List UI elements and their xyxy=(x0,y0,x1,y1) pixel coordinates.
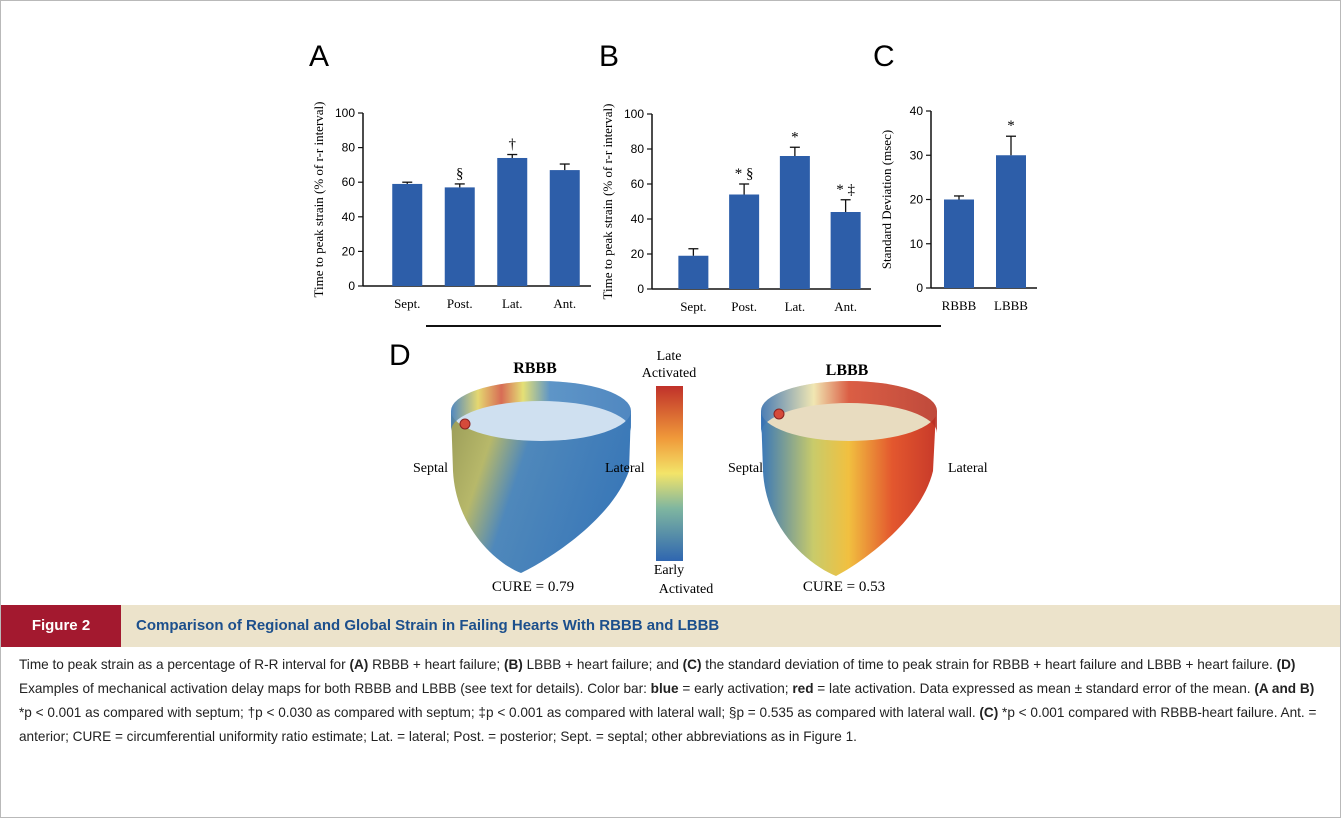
colorbar-label: Early xyxy=(654,563,684,578)
heart-side-label: Septal xyxy=(728,461,763,476)
y-tick-label: 20 xyxy=(910,193,924,207)
panel-letter: A xyxy=(309,40,329,73)
figure-title: Comparison of Regional and Global Strain… xyxy=(136,605,719,647)
bar xyxy=(831,212,861,289)
y-axis-label: Time to peak strain (% of r-r interval) xyxy=(311,101,326,297)
y-tick-label: 80 xyxy=(631,142,645,156)
x-tick-label: RBBB xyxy=(942,298,977,313)
x-tick-label: Lat. xyxy=(502,296,523,311)
y-tick-label: 100 xyxy=(335,106,355,120)
x-tick-label: Post. xyxy=(731,299,757,314)
caption-run: = late activation. Data expressed as mea… xyxy=(814,681,1255,696)
figure: D RBBB LBBB Late Activated Early Activat… xyxy=(0,0,1341,818)
y-tick-label: 30 xyxy=(910,148,924,162)
caption-run: (A) xyxy=(349,657,368,672)
heart-side-label: Lateral xyxy=(948,461,988,476)
color-bar xyxy=(656,386,683,561)
panel-letter: B xyxy=(599,40,619,73)
y-tick-label: 40 xyxy=(910,104,924,118)
y-tick-label: 100 xyxy=(624,107,644,121)
y-tick-label: 0 xyxy=(916,281,923,295)
caption-run: Examples of mechanical activation delay … xyxy=(19,681,651,696)
significance-mark: * § xyxy=(735,166,754,182)
heart-side-label: Lateral xyxy=(605,461,645,476)
x-tick-label: LBBB xyxy=(994,298,1028,313)
heart-rbbb xyxy=(451,381,631,573)
y-axis-label: Standard Deviation (msec) xyxy=(879,130,894,269)
x-tick-label: Ant. xyxy=(834,299,857,314)
bar xyxy=(729,195,759,290)
bar xyxy=(678,256,708,289)
x-tick-label: Sept. xyxy=(680,299,706,314)
heart-side-label: Septal xyxy=(413,461,448,476)
caption-run: RBBB + heart failure; xyxy=(368,657,504,672)
heart-title: RBBB xyxy=(513,360,557,377)
caption-run: = early activation; xyxy=(679,681,793,696)
bar xyxy=(550,170,580,286)
significance-mark: † xyxy=(509,137,517,153)
x-tick-label: Sept. xyxy=(394,296,420,311)
caption-run: blue xyxy=(651,681,679,696)
figure-panels: D RBBB LBBB Late Activated Early Activat… xyxy=(1,1,1340,605)
y-tick-label: 20 xyxy=(342,244,356,258)
y-axis-label: Time to peak strain (% of r-r interval) xyxy=(600,103,615,299)
y-tick-label: 0 xyxy=(348,279,355,293)
significance-mark: * ‡ xyxy=(836,182,855,198)
colorbar-label: Activated xyxy=(659,582,713,597)
bar xyxy=(780,156,810,289)
caption-run: *p < 0.001 as compared with septum; †p <… xyxy=(19,705,979,720)
caption-run: red xyxy=(792,681,813,696)
y-tick-label: 80 xyxy=(342,141,356,155)
caption-run: (D) xyxy=(1277,657,1296,672)
x-tick-label: Lat. xyxy=(785,299,806,314)
bar xyxy=(944,200,974,289)
y-tick-label: 10 xyxy=(910,237,924,251)
bar xyxy=(497,158,527,286)
figure-label: Figure 2 xyxy=(1,605,121,647)
y-tick-label: 0 xyxy=(637,282,644,296)
caption-run: LBBB + heart failure; and xyxy=(523,657,683,672)
colorbar-label: Activated xyxy=(642,366,696,381)
caption-run: the standard deviation of time to peak s… xyxy=(702,657,1277,672)
heart-title: LBBB xyxy=(826,362,869,379)
caption-run: Time to peak strain as a percentage of R… xyxy=(19,657,349,672)
bar xyxy=(996,155,1026,288)
bar xyxy=(392,184,422,286)
caption-run: (C) xyxy=(683,657,702,672)
y-tick-label: 60 xyxy=(342,175,356,189)
cure-label: CURE = 0.79 xyxy=(492,579,574,595)
caption-run: (C) xyxy=(979,705,998,720)
caption-bar: Figure 2 Comparison of Regional and Glob… xyxy=(1,605,1340,647)
significance-mark: * xyxy=(791,129,799,145)
panel-letter: C xyxy=(873,40,895,73)
y-tick-label: 60 xyxy=(631,177,645,191)
x-tick-label: Post. xyxy=(447,296,473,311)
y-tick-label: 40 xyxy=(631,212,645,226)
heart-lbbb xyxy=(761,381,937,576)
panel-letter: D xyxy=(389,339,411,372)
x-tick-label: Ant. xyxy=(553,296,576,311)
caption-body: Time to peak strain as a percentage of R… xyxy=(19,653,1319,749)
caption-run: (A and B) xyxy=(1254,681,1314,696)
caption-run: (B) xyxy=(504,657,523,672)
bar xyxy=(445,187,475,286)
y-tick-label: 40 xyxy=(342,210,356,224)
significance-mark: § xyxy=(456,166,464,182)
colorbar-label: Late xyxy=(657,349,682,364)
cure-label: CURE = 0.53 xyxy=(803,579,885,595)
y-tick-label: 20 xyxy=(631,247,645,261)
significance-mark: * xyxy=(1007,118,1015,134)
